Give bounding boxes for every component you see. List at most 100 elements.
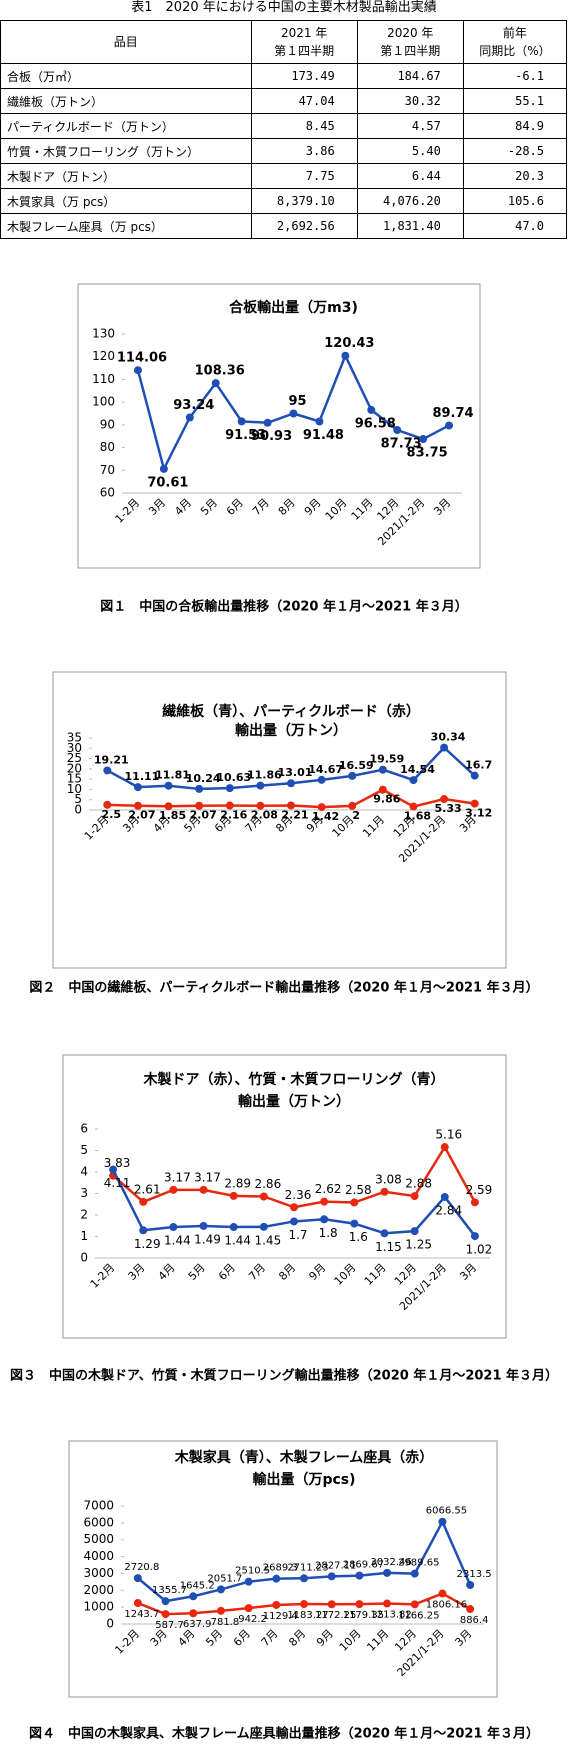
y-tick-label: 35 [67,731,82,745]
data-label: 1.7 [288,1228,307,1242]
data-point [161,1610,170,1619]
data-point [103,800,112,809]
header-text: 品目 [113,35,138,49]
table-cell: 20.3 [462,163,568,189]
y-tick-label: 1 [80,1229,88,1243]
data-label: 89.74 [432,406,473,421]
data-label: 1.45 [254,1233,281,1247]
data-label: 781.8 [211,1617,240,1628]
data-label: 1.44 [224,1234,251,1248]
data-point [470,771,479,780]
data-label: 2051.7 [207,1573,242,1584]
data-label: 1.68 [404,810,431,823]
x-tick-label: 3月 [431,496,453,518]
data-label: 2.16 [220,809,247,822]
data-point [289,409,298,418]
data-label: 942.2 [238,1614,267,1625]
data-point [211,379,220,388]
data-label: 6066.55 [426,1506,467,1517]
table-cell: 105.6 [462,188,568,214]
table-row: 木製ドア（万トン） 7.75 6.44 20.3 [0,163,568,189]
table-row: 木質家具（万 pcs） 8,379.10 4,076.20 105.6 [0,188,568,214]
table-cell: 30.32 [356,88,464,114]
header-text: 2020 年 [387,26,434,40]
data-point [440,1143,449,1152]
data-label: 96.58 [355,416,396,431]
data-label: 2313.5 [457,1569,492,1580]
x-tick-label: 8月 [276,1261,298,1283]
data-point [164,802,173,811]
data-point [287,801,295,810]
data-point [272,1574,281,1583]
table-cell: 8,379.10 [250,188,358,214]
y-tick-label: 120 [92,349,115,363]
x-tick-label: 12月 [392,1261,419,1288]
table-cell: 繊維板（万トン） [0,88,252,114]
data-point [367,405,376,414]
data-point [229,1191,238,1200]
data-point [470,1232,479,1241]
header-text: 第１四半期 [380,44,441,58]
data-label: 16.59 [339,759,374,772]
table-cell: 4.57 [356,113,464,139]
figure-caption: 図２ 中国の繊維板、パーティクルボード輸出量推移（2020 年１月～2021 年… [29,980,538,996]
data-point [216,1585,225,1594]
data-point [341,351,350,360]
header-text: 前年 [502,26,527,40]
y-tick-label: 80 [100,440,115,454]
data-label: 2.86 [254,1177,281,1191]
data-label: 108.36 [195,364,245,379]
data-label: 1179.35 [343,1610,384,1621]
y-tick-label: 10 [67,782,82,796]
y-tick-label: 3 [80,1186,88,1200]
data-label: 637.9 [183,1619,212,1630]
data-point [315,417,324,426]
data-label: 2.59 [466,1183,493,1197]
data-point [161,1597,170,1606]
figure-caption: 図４ 中国の木製家具、木製フレーム座具輸出量推移（2020 年１月～2021 年… [29,1726,539,1742]
y-tick-label: 0 [80,1251,88,1265]
data-label: 1645.2 [180,1580,215,1591]
table-cell: 7.75 [250,163,358,189]
table-row: 繊維板（万トン） 47.04 30.32 55.1 [0,88,568,114]
chart-title: 木製ドア（赤）、竹質・木質フローリング（青） [143,1071,445,1088]
data-label: 91.48 [303,428,344,443]
chart-frame [77,283,481,569]
data-point [133,801,142,810]
header-cell: 2020 年第１四半期 [356,20,464,64]
data-point [470,1198,479,1207]
data-point [470,799,479,808]
data-point [300,1574,308,1583]
x-tick-label: 1-2月 [113,496,143,526]
data-point [317,803,326,812]
data-label: 1.15 [375,1240,402,1254]
data-point [327,1572,336,1581]
data-label: 2.5 [102,808,122,821]
data-point [109,1165,118,1174]
data-label: 2.36 [285,1188,312,1202]
data-label: 13.01 [278,766,313,779]
data-label: 10.63 [216,771,251,784]
x-tick-label: 4月 [156,1261,178,1283]
table: 品目 2021 年第１四半期 2020 年第１四半期 前年 同期比（%） 合板（万㎥） 1… [0,20,568,239]
data-label: 4.11 [104,1176,131,1190]
table-row: 合板（万㎥） 173.49 184.67 -6.1 [0,63,568,89]
y-tick-label: 130 [92,327,115,341]
table-row: 木製フレーム座具（万 pcs） 2,692.56 1,831.40 47.0 [0,213,568,239]
x-tick-label: 10月 [332,1261,359,1288]
data-label: 14.54 [400,763,435,776]
data-label: 2989.65 [398,1558,439,1569]
data-point [410,1227,419,1236]
x-tick-label: 1-2月 [88,1261,118,1291]
data-label: 3.12 [465,807,492,820]
x-tick-label: 11月 [364,1627,391,1654]
data-point [378,765,387,774]
table-cell: 47.0 [462,213,568,239]
data-point [139,1197,148,1206]
x-tick-label: 5月 [186,1261,208,1283]
data-point [378,785,387,794]
data-label: 91.53 [225,428,266,443]
table-cell: 173.49 [250,63,358,89]
